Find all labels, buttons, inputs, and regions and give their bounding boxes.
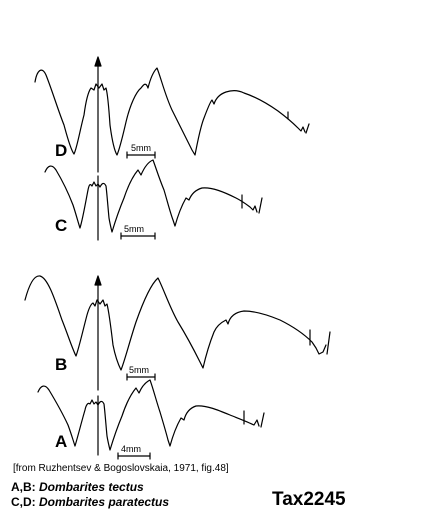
figure-label-c: C [55, 216, 67, 235]
siphonal-axis-d [94, 56, 102, 173]
scale-bar-a [117, 452, 151, 460]
scale-bar-c [120, 232, 156, 240]
scale-label-c: 5mm [124, 224, 144, 234]
figure-label-a: A [55, 432, 67, 451]
legend-cd-prefix: C,D: [11, 495, 39, 509]
suture-line-a [37, 379, 265, 451]
figure-label-d: D [55, 141, 67, 160]
legend-cd: C,D: Dombarites paratectus [11, 495, 169, 509]
citation: [from Ruzhentsev & Bogoslovskaia, 1971, … [13, 463, 229, 474]
siphonal-axis-b [94, 275, 102, 391]
taxon-id: Tax2245 [272, 489, 346, 510]
legend-cd-taxon: Dombarites paratectus [39, 495, 170, 509]
scale-label-a: 4mm [121, 444, 141, 454]
figure-label-b: B [55, 355, 67, 374]
scale-bar-b [126, 373, 156, 381]
scale-label-d: 5mm [131, 143, 151, 153]
suture-line-b [24, 275, 331, 371]
legend-ab-taxon: Dombarites tectus [39, 480, 144, 494]
legend-ab-prefix: A,B: [11, 480, 39, 494]
scale-label-b: 5mm [129, 365, 149, 375]
suture-line-d [34, 67, 310, 156]
scale-bar-d [126, 151, 156, 159]
legend-ab: A,B: Dombarites tectus [11, 480, 144, 494]
suture-line-c [44, 159, 263, 233]
